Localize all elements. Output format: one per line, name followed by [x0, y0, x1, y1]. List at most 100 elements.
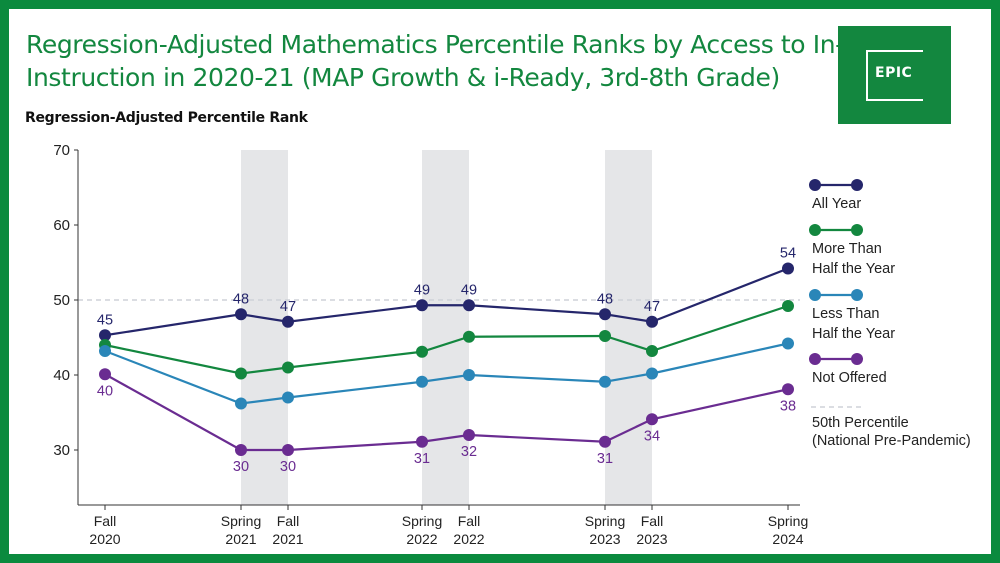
data-label-all_year: 47	[644, 299, 660, 315]
data-point-all_year	[99, 329, 111, 342]
y-tick-label: 30	[53, 442, 70, 459]
x-tick-label: Fall	[94, 513, 117, 529]
data-label-all_year: 48	[597, 291, 613, 307]
data-point-less_than_half	[235, 397, 247, 410]
legend-marker-not_offered	[851, 353, 863, 365]
legend-label-reference: 50th Percentile	[812, 415, 909, 431]
y-tick-label: 50	[53, 292, 70, 309]
chart-title: Regression-Adjusted Mathematics Percenti…	[26, 28, 926, 94]
data-point-not_offered	[282, 444, 294, 456]
data-point-not_offered	[782, 383, 794, 396]
legend-marker-all_year	[851, 179, 863, 191]
x-tick-label-year: 2024	[772, 531, 803, 547]
data-point-more_than_half	[463, 330, 475, 343]
x-tick-label-year: 2022	[453, 531, 484, 547]
series-line-less_than_half	[104, 342, 789, 405]
shaded-period-3	[605, 150, 652, 505]
data-point-less_than_half	[282, 391, 294, 404]
legend-marker-less_than_half	[851, 289, 863, 301]
legend-marker-not_offered	[809, 353, 821, 365]
data-point-all_year	[782, 262, 794, 275]
data-point-more_than_half	[599, 330, 611, 342]
legend-label-less_than_half-line2: Half the Year	[812, 326, 895, 342]
data-point-more_than_half	[782, 300, 794, 312]
data-point-not_offered	[416, 435, 428, 448]
data-point-less_than_half	[463, 369, 475, 381]
chart-frame	[9, 9, 991, 554]
data-label-all_year: 49	[461, 282, 477, 298]
legend-label-more_than_half-line2: Half the Year	[812, 261, 895, 277]
data-point-more_than_half	[416, 345, 428, 358]
data-point-all_year	[463, 299, 475, 312]
data-point-more_than_half	[282, 361, 294, 374]
x-tick-label-year: 2021	[225, 531, 256, 547]
y-axis-title: Regression-Adjusted Percentile Rank	[25, 110, 308, 126]
data-point-more_than_half	[646, 345, 658, 357]
x-tick-label: Spring	[768, 513, 808, 529]
legend-marker-more_than_half	[851, 224, 863, 236]
shaded-period-2	[422, 150, 469, 505]
legend-label-more_than_half: More Than	[812, 241, 882, 257]
data-point-all_year	[599, 308, 611, 321]
data-point-less_than_half	[99, 345, 111, 357]
data-label-all_year: 47	[280, 299, 296, 315]
data-label-not_offered: 38	[780, 398, 796, 414]
data-label-all_year: 54	[780, 246, 796, 262]
logo-text: EPIC	[874, 65, 914, 81]
data-point-less_than_half	[416, 375, 428, 388]
data-point-less_than_half	[782, 337, 794, 350]
x-tick-label-year: 2023	[636, 531, 667, 547]
data-label-not_offered: 31	[597, 451, 613, 467]
data-point-less_than_half	[646, 367, 658, 380]
x-tick-label: Fall	[458, 513, 481, 529]
series-line-more_than_half	[104, 304, 789, 375]
y-tick-label: 60	[53, 217, 70, 234]
x-tick-label: Fall	[641, 513, 664, 529]
data-label-not_offered: 31	[414, 451, 430, 467]
data-point-not_offered	[646, 413, 658, 426]
data-point-less_than_half	[599, 375, 611, 388]
legend-label-reference-line2: (National Pre-Pandemic)	[812, 433, 971, 449]
x-tick-label: Spring	[221, 513, 261, 529]
data-point-all_year	[282, 315, 294, 328]
data-point-not_offered	[99, 368, 111, 381]
data-label-not_offered: 34	[644, 428, 660, 444]
data-label-not_offered: 32	[461, 444, 477, 460]
data-point-all_year	[235, 308, 247, 321]
legend-marker-all_year	[809, 179, 821, 191]
x-tick-label: Spring	[402, 513, 442, 529]
data-label-all_year: 48	[233, 291, 249, 307]
chart-title-line-2: Instruction in 2020-21 (MAP Growth & i-R…	[26, 63, 780, 92]
series-line-all_year	[104, 267, 789, 337]
data-label-not_offered: 30	[233, 459, 249, 475]
x-tick-label: Spring	[585, 513, 625, 529]
chart-title-line-1: Regression-Adjusted Mathematics Percenti…	[26, 30, 926, 59]
x-tick-label-year: 2023	[589, 531, 620, 547]
data-point-all_year	[416, 299, 428, 312]
series-line-not_offered	[104, 373, 789, 452]
data-label-not_offered: 40	[97, 383, 113, 399]
legend-label-not_offered: Not Offered	[812, 370, 887, 386]
data-point-not_offered	[235, 444, 247, 456]
logo-bracket	[866, 50, 923, 101]
x-tick-label-year: 2021	[272, 531, 303, 547]
x-tick-label-year: 2022	[406, 531, 437, 547]
y-tick-label: 40	[53, 367, 70, 384]
shaded-period-1	[241, 150, 288, 505]
data-point-not_offered	[463, 429, 475, 441]
data-label-not_offered: 30	[280, 459, 296, 475]
legend-marker-more_than_half	[809, 224, 821, 236]
epic-logo: EPIC	[838, 26, 951, 124]
legend-marker-less_than_half	[809, 289, 821, 301]
x-tick-label-year: 2020	[89, 531, 120, 547]
legend-label-less_than_half: Less Than	[812, 306, 879, 322]
data-point-all_year	[646, 315, 658, 328]
legend-label-all_year: All Year	[812, 196, 861, 212]
data-point-not_offered	[599, 435, 611, 448]
data-label-all_year: 45	[97, 312, 113, 328]
x-tick-label: Fall	[277, 513, 300, 529]
data-point-more_than_half	[235, 367, 247, 380]
y-tick-label: 70	[53, 142, 70, 159]
data-label-all_year: 49	[414, 282, 430, 298]
